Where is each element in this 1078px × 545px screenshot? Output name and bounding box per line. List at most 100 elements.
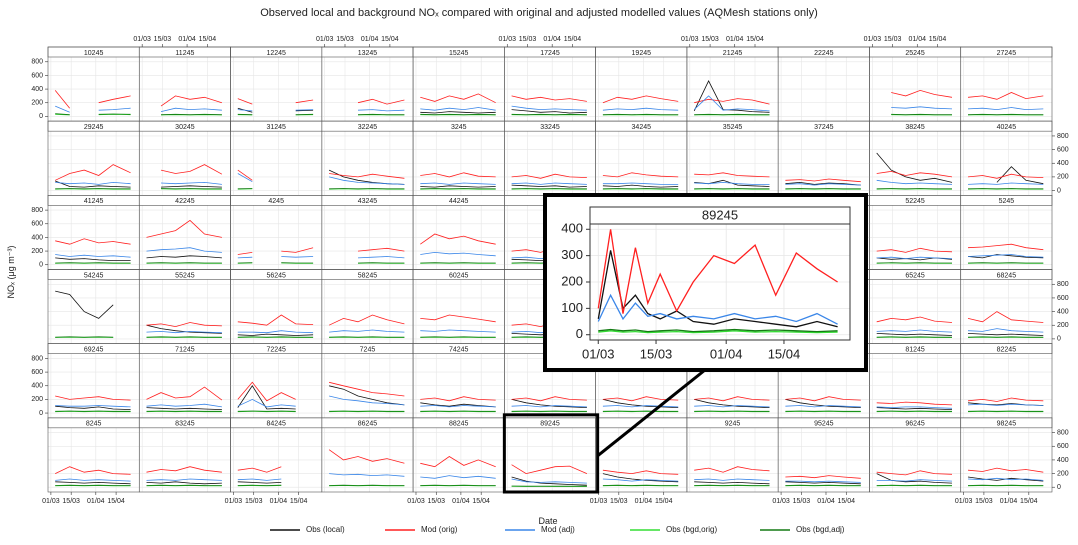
series-line xyxy=(420,108,495,111)
y-tick-label: 600 xyxy=(1057,146,1069,153)
series-line xyxy=(512,106,587,110)
series-line xyxy=(968,255,1043,258)
series-line xyxy=(512,465,587,474)
panel-label: 72245 xyxy=(266,347,286,354)
x-tick-label: 15/04 xyxy=(107,498,125,505)
y-tick-label: 0 xyxy=(1057,484,1061,491)
panel-label: 95245 xyxy=(814,421,834,428)
series-line xyxy=(147,467,222,473)
series-line xyxy=(603,108,678,110)
panel-label: 7245 xyxy=(360,347,376,354)
panel-label: 34245 xyxy=(632,124,652,131)
series-line xyxy=(785,406,860,407)
panel-label: 11245 xyxy=(175,50,194,57)
series-line xyxy=(329,382,404,396)
series-line xyxy=(281,248,313,253)
panel-label: 31245 xyxy=(266,124,286,131)
panel-label: 89245 xyxy=(540,421,560,428)
series-line xyxy=(147,256,222,258)
panel-label: 58245 xyxy=(358,272,378,279)
panel-label: 12245 xyxy=(266,50,286,57)
panel-label: 83245 xyxy=(175,421,195,428)
panel-label: 65245 xyxy=(905,272,925,279)
series-line xyxy=(877,317,952,323)
series-line xyxy=(877,248,952,252)
panel-frame xyxy=(413,270,504,344)
panel-label: 38245 xyxy=(905,124,925,131)
series-line xyxy=(281,257,313,258)
x-tick-label: 15/04 xyxy=(838,498,856,505)
y-tick-label: 0 xyxy=(39,262,43,269)
series-line xyxy=(891,107,952,109)
x-tick-label: 15/04 xyxy=(564,36,582,43)
series-line xyxy=(694,482,769,484)
series-line xyxy=(238,252,253,254)
series-line xyxy=(147,323,222,327)
series-line xyxy=(603,406,678,407)
series-line xyxy=(968,93,1043,100)
y-tick-label: 800 xyxy=(31,59,43,66)
panel-label: 25245 xyxy=(905,50,925,57)
series-line xyxy=(694,96,769,111)
panel-frame xyxy=(231,418,322,492)
x-tick-label: 01/03 xyxy=(316,36,334,43)
series-line xyxy=(785,179,860,182)
series-line xyxy=(55,165,130,181)
panel-frame xyxy=(413,418,504,492)
series-line xyxy=(694,467,769,473)
series-line xyxy=(420,252,495,255)
series-line xyxy=(420,476,495,479)
x-tick-label: 01/04 xyxy=(635,498,653,505)
series-line xyxy=(147,248,222,253)
x-tick-label: 01/04 xyxy=(361,36,379,43)
series-line xyxy=(55,258,130,261)
panel-label: 68245 xyxy=(997,272,1017,279)
y-tick-label: 200 xyxy=(561,273,583,288)
panel-frame xyxy=(139,418,230,492)
x-tick-label: 15/04 xyxy=(381,36,399,43)
series-line xyxy=(55,106,69,112)
series-line xyxy=(358,257,404,258)
series-line xyxy=(694,479,769,480)
series-line xyxy=(161,108,222,111)
series-line xyxy=(968,404,1043,405)
x-tick-label: 15/03 xyxy=(519,36,537,43)
panel-frame xyxy=(778,47,869,121)
y-tick-label: 600 xyxy=(1057,443,1069,450)
x-tick-label: 01/03 xyxy=(864,36,882,43)
panel-frame xyxy=(413,195,504,269)
series-line xyxy=(358,99,404,104)
y-tick-label: 800 xyxy=(31,207,43,214)
series-line xyxy=(603,183,678,184)
legend-label: Mod (adj) xyxy=(541,525,575,534)
y-tick-label: 800 xyxy=(1057,133,1069,140)
series-line xyxy=(329,174,404,179)
panel-label: 55245 xyxy=(175,272,195,279)
x-tick-label: 15/03 xyxy=(640,346,673,361)
series-line xyxy=(238,479,281,480)
panel-label: 98245 xyxy=(997,421,1017,428)
x-tick-label: 01/03 xyxy=(407,498,425,505)
series-line xyxy=(877,171,952,177)
series-line xyxy=(420,112,495,113)
series-line xyxy=(55,479,130,481)
series-line xyxy=(55,482,130,484)
series-line xyxy=(877,330,952,332)
panel-label: 96245 xyxy=(905,421,925,428)
x-tick-label: 01/04 xyxy=(543,36,561,43)
legend-label: Obs (bgd,adj) xyxy=(796,525,845,534)
panel-label: 9245 xyxy=(725,421,741,428)
x-tick-label: 15/04 xyxy=(746,36,764,43)
legend-label: Mod (orig) xyxy=(421,525,458,534)
panel-label: 13245 xyxy=(358,50,378,57)
x-tick-label: 01/04 xyxy=(710,346,743,361)
y-tick-label: 200 xyxy=(31,248,43,255)
panel-label: 52245 xyxy=(905,198,925,205)
panel-label: 60245 xyxy=(449,272,469,279)
x-tick-label: 15/04 xyxy=(290,498,308,505)
series-line xyxy=(238,467,281,473)
panel-label: 21245 xyxy=(723,50,743,57)
series-line xyxy=(512,174,587,178)
y-tick-label: 400 xyxy=(31,383,43,390)
x-tick-label: 01/03 xyxy=(590,498,608,505)
